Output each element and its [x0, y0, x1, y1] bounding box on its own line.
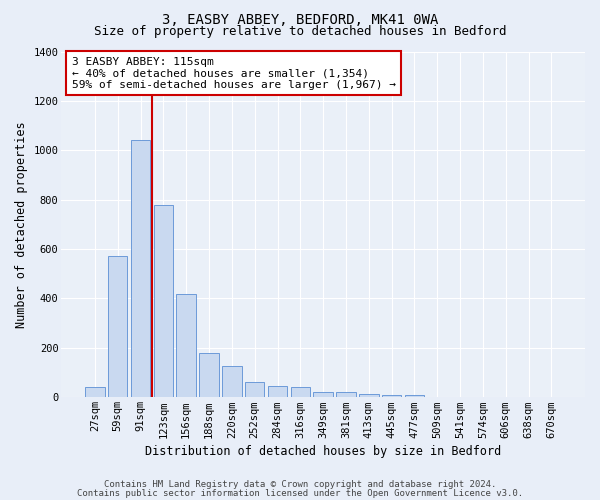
Bar [199, 353, 219, 398]
Bar [85, 388, 104, 398]
Text: 3 EASBY ABBEY: 115sqm
← 40% of detached houses are smaller (1,354)
59% of semi-d: 3 EASBY ABBEY: 115sqm ← 40% of detached … [72, 56, 396, 90]
Bar [268, 386, 287, 398]
Bar [108, 256, 127, 398]
X-axis label: Distribution of detached houses by size in Bedford: Distribution of detached houses by size … [145, 444, 501, 458]
Bar [359, 394, 379, 398]
Bar [313, 392, 333, 398]
Text: 3, EASBY ABBEY, BEDFORD, MK41 0WA: 3, EASBY ABBEY, BEDFORD, MK41 0WA [162, 12, 438, 26]
Bar [290, 388, 310, 398]
Bar [245, 382, 265, 398]
Text: Contains public sector information licensed under the Open Government Licence v3: Contains public sector information licen… [77, 488, 523, 498]
Bar [131, 140, 150, 398]
Bar [382, 395, 401, 398]
Y-axis label: Number of detached properties: Number of detached properties [15, 121, 28, 328]
Bar [405, 396, 424, 398]
Bar [222, 366, 242, 398]
Bar [176, 294, 196, 398]
Bar [336, 392, 356, 398]
Bar [154, 204, 173, 398]
Text: Size of property relative to detached houses in Bedford: Size of property relative to detached ho… [94, 25, 506, 38]
Text: Contains HM Land Registry data © Crown copyright and database right 2024.: Contains HM Land Registry data © Crown c… [104, 480, 496, 489]
